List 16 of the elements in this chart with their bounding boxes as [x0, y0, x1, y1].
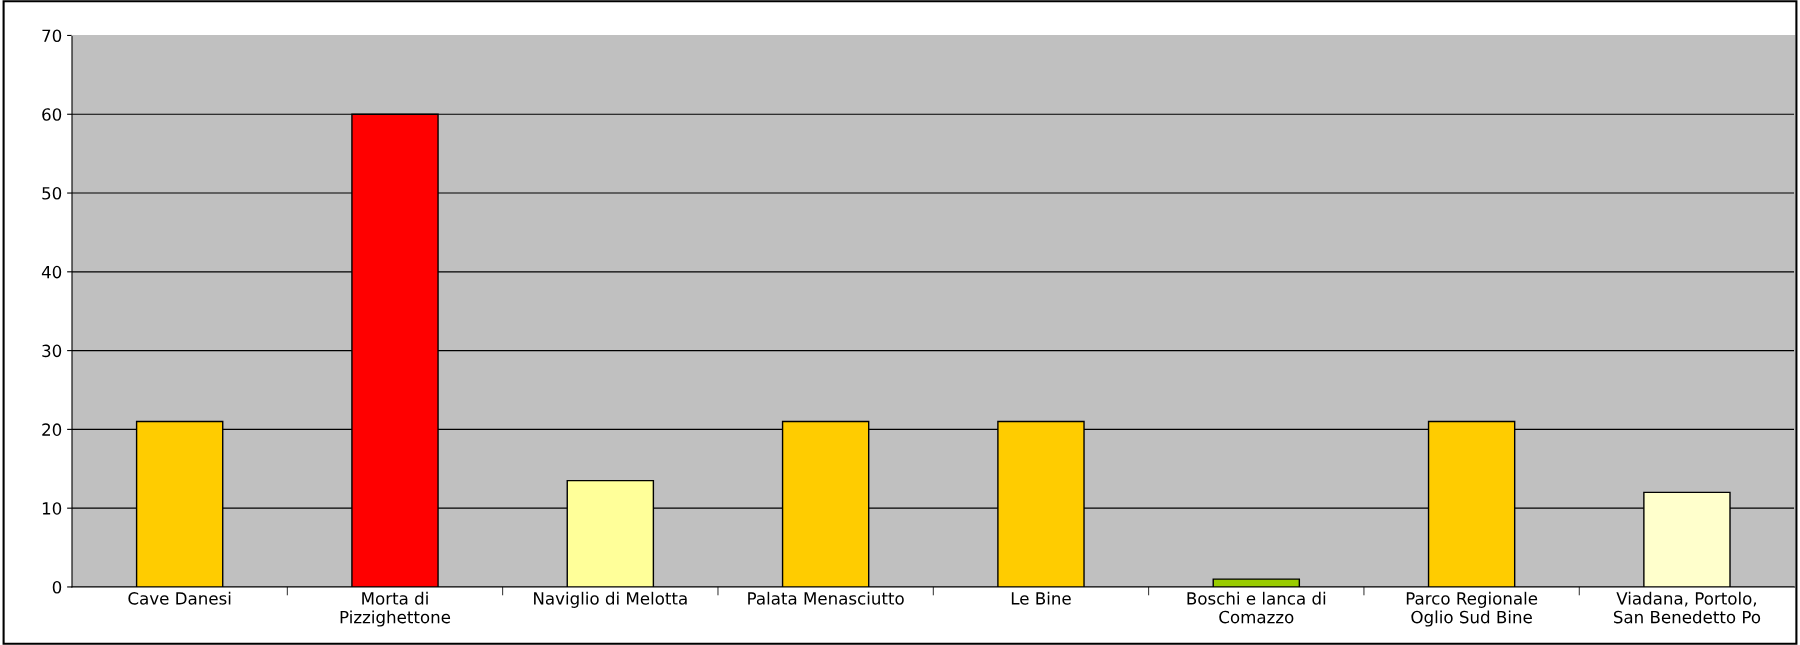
y-tick-label: 50 — [42, 187, 62, 200]
x-tick-label: Palata Menasciutto — [748, 591, 904, 605]
y-tick-label: 60 — [42, 108, 62, 121]
x-tick-label: Parco Regionale Oglio Sud Bine — [1406, 591, 1538, 627]
y-tick-label: 20 — [42, 423, 62, 436]
x-tick-label: Morta di Pizzighettone — [340, 591, 451, 627]
y-tick-label: 10 — [42, 502, 62, 515]
x-tick-label: Viadana, Portolo, San Benedetto Po — [1613, 591, 1761, 624]
x-tick-label: Naviglio di Melotta — [534, 591, 687, 608]
y-tick-label: 0 — [52, 580, 62, 594]
x-tick-label: Le Bine — [1011, 591, 1071, 605]
y-tick-label: 70 — [42, 29, 62, 43]
x-tick-label: Boschi e lanca di Comazzo — [1187, 591, 1326, 624]
y-tick-label: 40 — [41, 265, 62, 279]
x-tick-label: Cave Danesi — [128, 591, 231, 605]
y-tick-label: 30 — [42, 344, 62, 358]
